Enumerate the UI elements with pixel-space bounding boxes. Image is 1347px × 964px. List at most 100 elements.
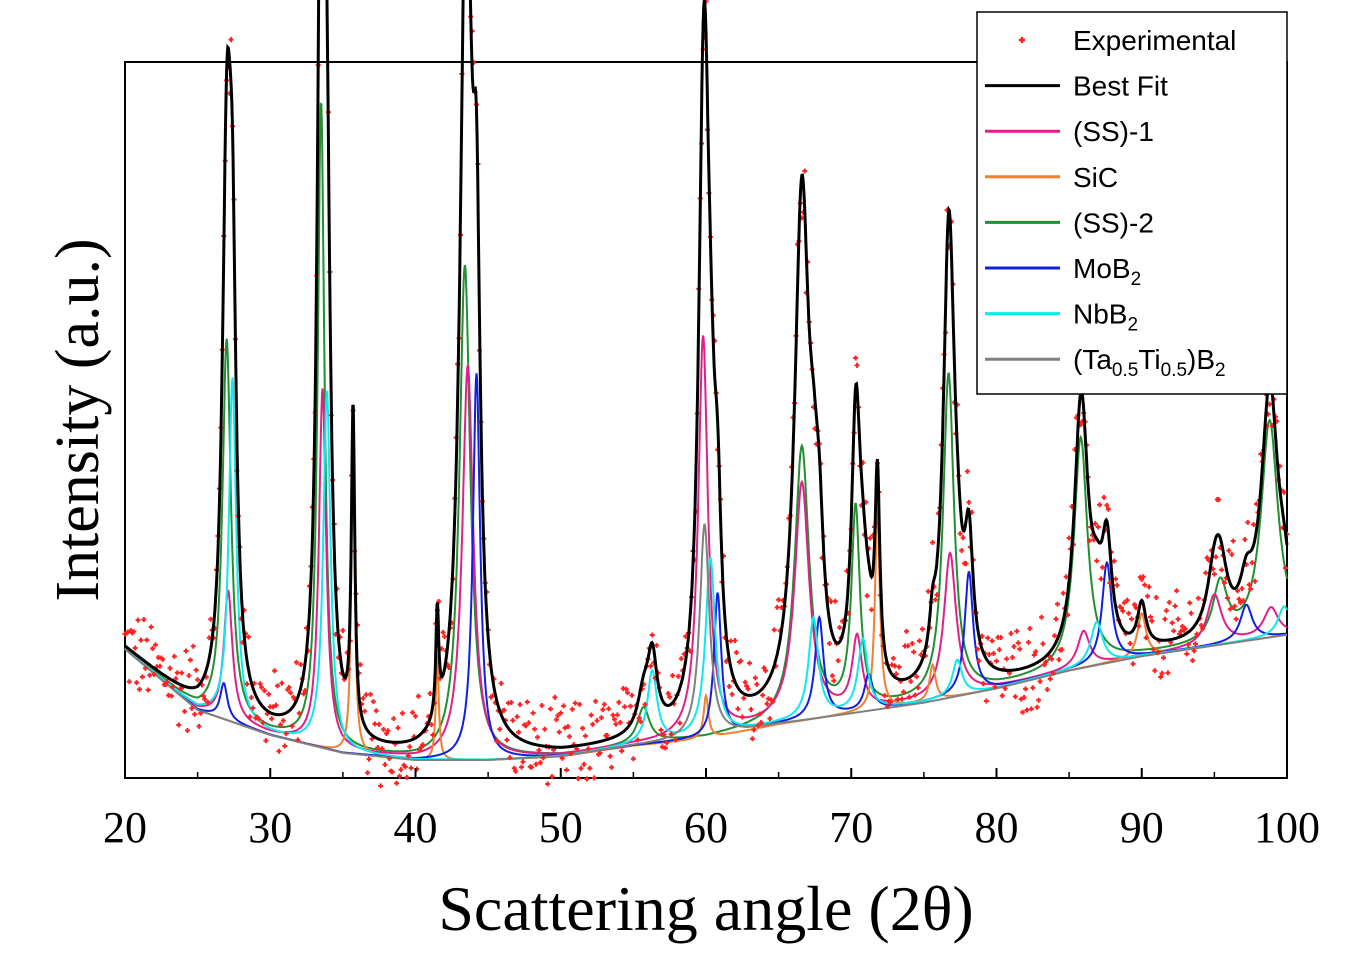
experimental-point	[1224, 595, 1230, 601]
experimental-point	[899, 696, 905, 702]
experimental-point	[1037, 678, 1043, 684]
experimental-point	[340, 628, 346, 634]
experimental-point	[150, 646, 156, 652]
experimental-point	[828, 599, 834, 605]
experimental-point	[578, 765, 584, 771]
experimental-point	[385, 728, 391, 734]
experimental-point	[559, 755, 565, 761]
experimental-point	[277, 722, 283, 728]
experimental-point	[247, 714, 253, 720]
experimental-point	[1100, 564, 1106, 570]
experimental-point	[288, 690, 294, 696]
experimental-point	[1012, 694, 1018, 700]
experimental-point	[606, 706, 612, 712]
experimental-point	[976, 658, 982, 664]
experimental-point	[742, 679, 748, 685]
experimental-point	[365, 770, 371, 776]
experimental-point	[882, 693, 888, 699]
experimental-point	[163, 681, 169, 687]
experimental-point	[260, 720, 266, 726]
experimental-point	[590, 721, 596, 727]
experimental-point	[1153, 594, 1159, 600]
experimental-point	[196, 723, 202, 729]
experimental-point	[1121, 600, 1127, 606]
experimental-point	[585, 746, 591, 752]
experimental-point	[1283, 565, 1289, 571]
experimental-point	[934, 592, 940, 598]
experimental-point	[532, 726, 538, 732]
experimental-point	[1017, 646, 1023, 652]
experimental-point	[370, 699, 376, 705]
experimental-point	[901, 689, 907, 695]
experimental-point	[662, 745, 668, 751]
experimental-point	[751, 727, 757, 733]
experimental-point	[613, 721, 619, 727]
experimental-point	[167, 665, 173, 671]
experimental-point	[440, 629, 446, 635]
experimental-point	[600, 707, 606, 713]
legend-label: (Ta0.5Ti0.5)B2	[1073, 344, 1226, 381]
experimental-point	[587, 765, 593, 771]
experimental-point	[677, 720, 683, 726]
experimental-point	[1025, 639, 1031, 645]
experimental-point	[1030, 685, 1036, 691]
experimental-point	[369, 736, 375, 742]
experimental-point	[752, 675, 758, 681]
experimental-point	[283, 731, 289, 737]
experimental-point	[748, 706, 754, 712]
experimental-point	[745, 686, 751, 692]
experimental-point	[272, 668, 278, 674]
experimental-point	[664, 740, 670, 746]
experimental-point	[245, 634, 251, 640]
experimental-point	[193, 667, 199, 673]
experimental-point	[760, 692, 766, 698]
experimental-point	[177, 686, 183, 692]
experimental-point	[1059, 647, 1065, 653]
experimental-point	[1063, 574, 1069, 580]
experimental-point	[1178, 628, 1184, 634]
experimental-point	[642, 702, 648, 708]
experimental-point	[747, 660, 753, 666]
experimental-point	[914, 674, 920, 680]
experimental-point	[415, 693, 421, 699]
experimental-point	[1174, 588, 1180, 594]
experimental-point	[556, 729, 562, 735]
experimental-point	[1163, 608, 1169, 614]
experimental-point	[1008, 631, 1014, 637]
experimental-point	[1203, 570, 1209, 576]
experimental-point	[1097, 502, 1103, 508]
experimental-point	[549, 773, 555, 779]
experimental-point	[511, 765, 517, 771]
fit-curves	[124, 102, 1288, 761]
experimental-point	[1066, 535, 1072, 541]
experimental-point	[276, 748, 282, 754]
experimental-point	[607, 753, 613, 759]
experimental-point	[190, 643, 196, 649]
experimental-point	[397, 773, 403, 779]
experimental-point	[638, 719, 644, 725]
experimental-point	[1143, 635, 1149, 641]
experimental-point	[1098, 576, 1104, 582]
experimental-point	[1136, 623, 1142, 629]
experimental-point	[735, 706, 741, 712]
experimental-point	[520, 759, 526, 765]
experimental-point	[1065, 612, 1071, 618]
experimental-point	[829, 673, 835, 679]
experimental-point	[286, 684, 292, 690]
experimental-point	[1095, 524, 1101, 530]
experimental-point	[767, 716, 773, 722]
experimental-point	[259, 684, 265, 690]
experimental-point	[1014, 628, 1020, 634]
experimental-point	[749, 736, 755, 742]
experimental-point	[205, 699, 211, 705]
experimental-point	[1094, 558, 1100, 564]
experimental-point	[295, 737, 301, 743]
legend-label: Experimental	[1073, 25, 1236, 56]
experimental-point	[1118, 605, 1124, 611]
experimental-point	[1131, 602, 1137, 608]
experimental-point	[1216, 497, 1222, 503]
experimental-point	[134, 680, 140, 686]
experimental-point	[999, 693, 1005, 699]
experimental-point	[1060, 590, 1066, 596]
experimental-point	[126, 679, 132, 685]
